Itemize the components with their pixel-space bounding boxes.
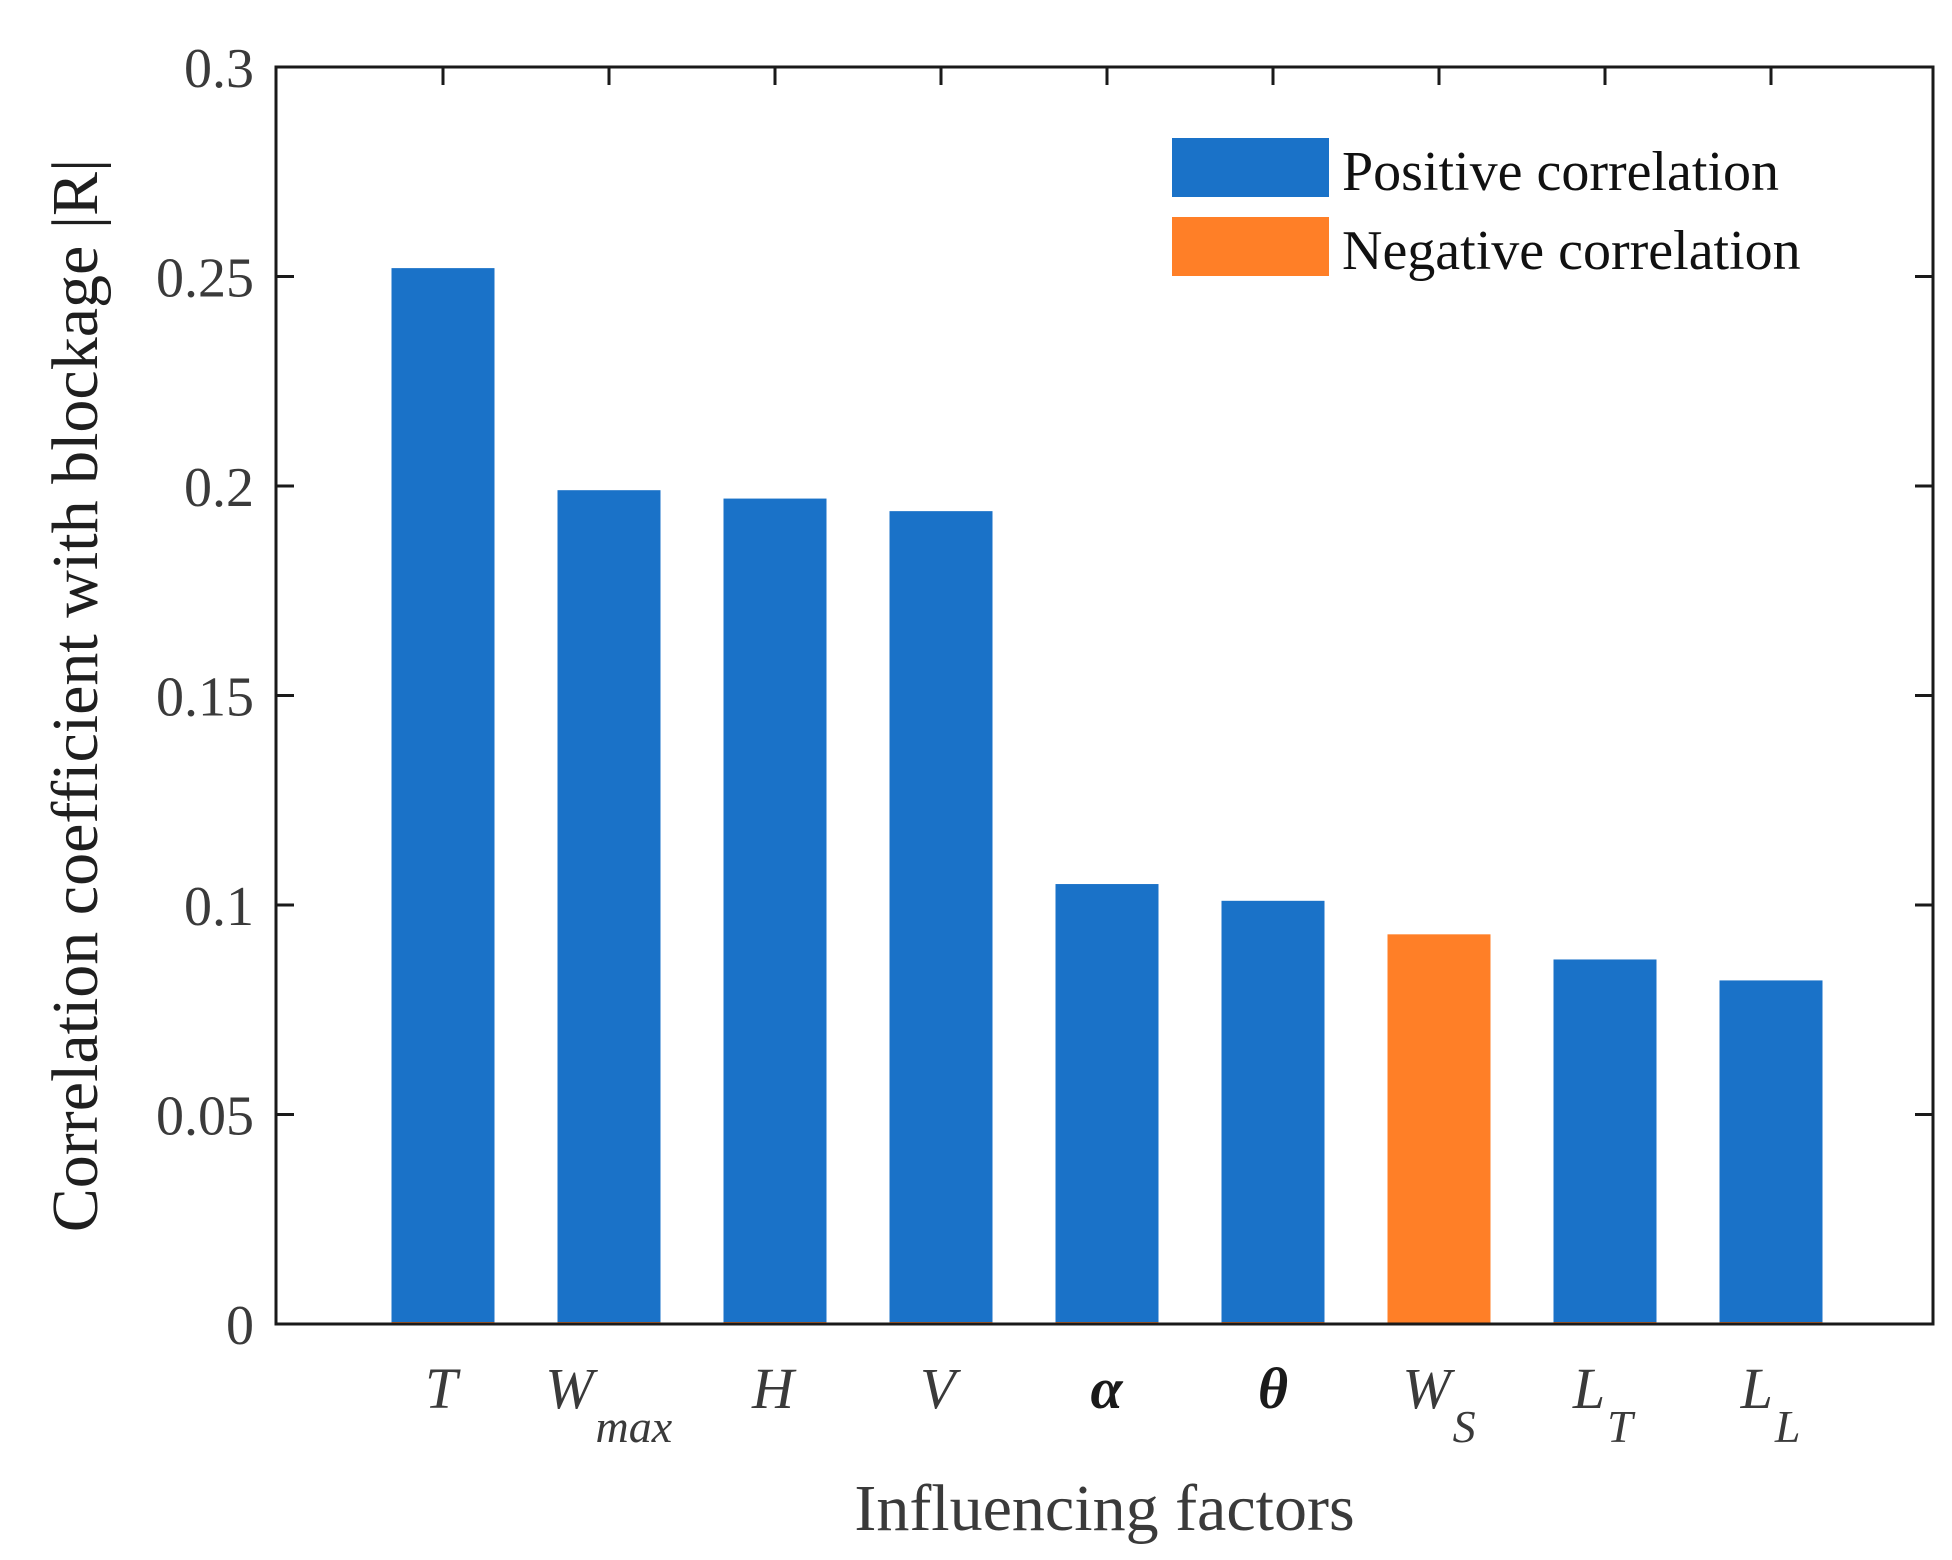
- bar-positive: [1719, 980, 1823, 1324]
- legend-label-positive: Positive correlation: [1342, 141, 1779, 203]
- y-tick-label: 0.3: [184, 38, 254, 100]
- x-tick-label: α: [1091, 1356, 1124, 1421]
- y-tick-label: 0.05: [156, 1086, 254, 1148]
- bar-negative: [1387, 934, 1491, 1324]
- bar-positive: [1221, 900, 1325, 1324]
- legend-label-negative: Negative correlation: [1342, 220, 1801, 282]
- x-tick-label: θ: [1258, 1356, 1288, 1421]
- x-tick-label: T: [425, 1356, 461, 1421]
- bar-positive: [723, 498, 827, 1324]
- x-tick-label: H: [751, 1356, 797, 1421]
- x-tick-label: LL: [1740, 1356, 1801, 1452]
- y-tick-label: 0.1: [184, 876, 254, 938]
- y-tick-label: 0.25: [156, 248, 254, 310]
- y-tick-label: 0: [226, 1295, 254, 1357]
- x-axis-label: Influencing factors: [854, 1472, 1354, 1545]
- y-tick-label: 0.15: [156, 667, 254, 729]
- bar-positive: [391, 268, 495, 1324]
- bar-positive: [889, 511, 993, 1324]
- bar-positive: [1055, 884, 1159, 1324]
- bars-group: [391, 268, 1823, 1324]
- y-tick-label: 0.2: [184, 457, 254, 519]
- bar-positive: [1553, 959, 1657, 1324]
- x-tick-label: LT: [1572, 1356, 1636, 1452]
- y-axis-label: Correlation coefficient with blockage |R…: [39, 159, 112, 1233]
- legend-swatch-negative: [1172, 217, 1329, 276]
- x-tick-label: Wmax: [545, 1356, 673, 1452]
- x-tick-label: WS: [1402, 1356, 1475, 1452]
- legend-swatch-positive: [1172, 138, 1329, 197]
- legend: Positive correlation Negative correlatio…: [1172, 138, 1801, 282]
- bar-positive: [557, 490, 661, 1324]
- y-axis: 0 0.05 0.1 0.15 0.2 0.25 0.3: [156, 38, 1933, 1357]
- x-tick-label: V: [920, 1356, 962, 1421]
